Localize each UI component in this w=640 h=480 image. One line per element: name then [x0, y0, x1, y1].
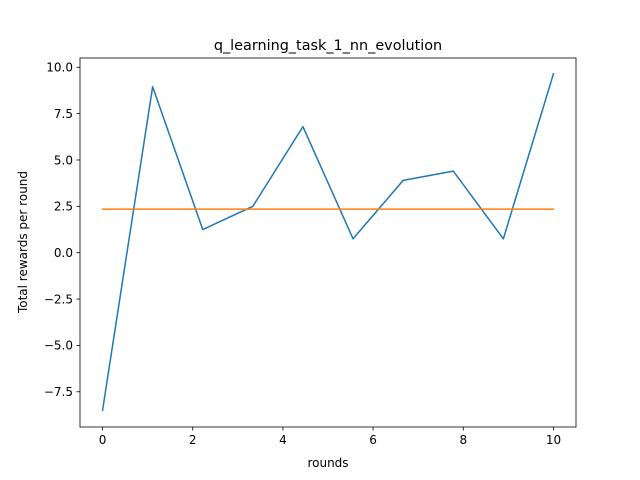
x-axis-title: rounds: [307, 456, 348, 470]
y-tick-label: 10.0: [46, 61, 73, 75]
y-tick-label: −5.0: [44, 339, 73, 353]
x-tick-label: 0: [99, 433, 107, 447]
y-tick-label: 7.5: [54, 107, 73, 121]
x-tick-label: 6: [369, 433, 377, 447]
y-tick-label: 2.5: [54, 200, 73, 214]
x-tick-label: 4: [279, 433, 287, 447]
series-line-1: [101, 72, 555, 412]
series-layer: [101, 72, 555, 412]
y-axis-title: Total rewards per round: [16, 171, 30, 314]
y-tick-label: 5.0: [54, 153, 73, 167]
x-tick-label: 8: [459, 433, 467, 447]
y-tick-label: −2.5: [44, 292, 73, 306]
plot-frame: [79, 57, 577, 428]
x-tick-label: 2: [189, 433, 197, 447]
y-axis: −7.5 −5.0 −2.5 0.0 2.5 5.0 7.5 10.0: [44, 61, 80, 399]
chart-title: q_learning_task_1_nn_evolution: [214, 38, 442, 54]
y-tick-label: 0.0: [54, 246, 73, 260]
y-tick-label: −7.5: [44, 385, 73, 399]
x-tick-label: 10: [546, 433, 561, 447]
x-axis: 0 2 4 6 8 10: [99, 427, 561, 447]
